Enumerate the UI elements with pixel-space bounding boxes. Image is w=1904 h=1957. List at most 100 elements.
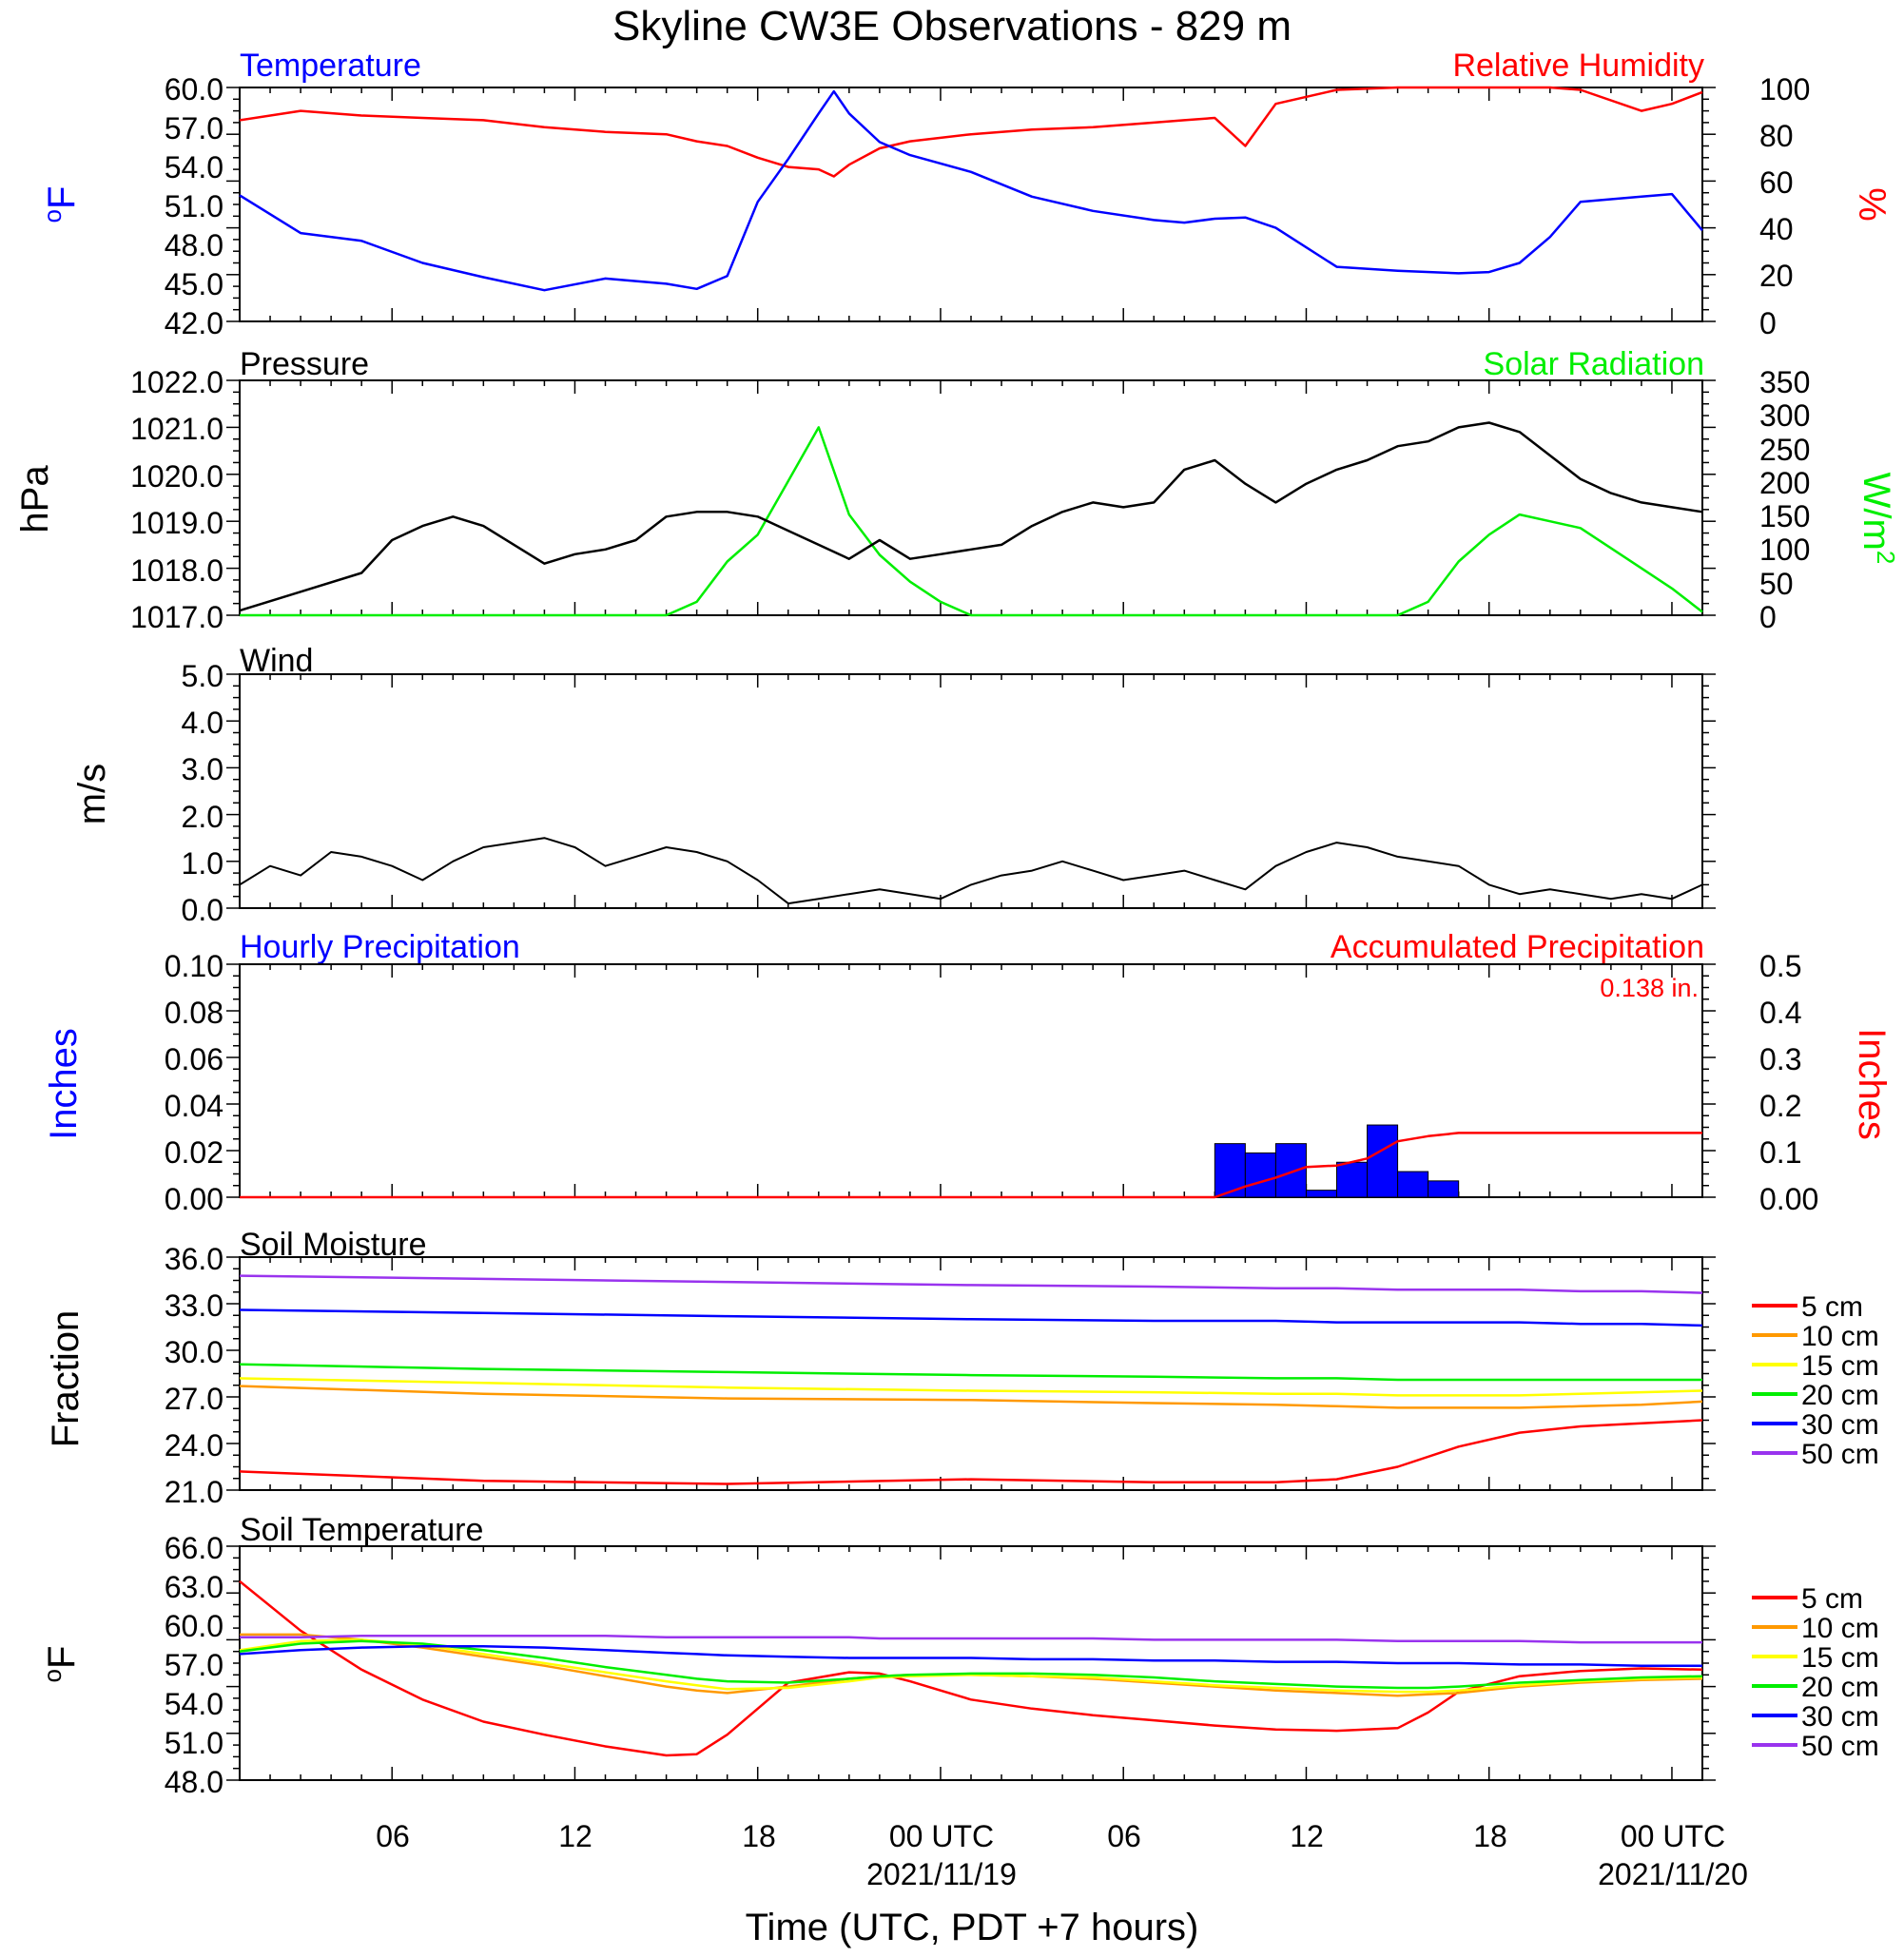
hourly-precip-bar — [1336, 1161, 1369, 1198]
hourly-precip-bar — [1305, 1190, 1338, 1198]
ytick-label: 51.0 — [165, 189, 223, 223]
rh-unit: % — [1851, 187, 1893, 222]
soil-moisture-line — [239, 1377, 1703, 1397]
legend-label: 30 cm — [1801, 1701, 1879, 1733]
rh-ytick-labels: 100 80 60 40 20 0 — [1759, 72, 1810, 340]
ytick-label: 0.10 — [165, 949, 223, 983]
ytick-label: 60.0 — [165, 1609, 223, 1643]
ytick-label: 42.0 — [165, 306, 223, 340]
ytick-label: 1018.0 — [130, 553, 223, 588]
date-label: 2021/11/20 — [1598, 1857, 1748, 1891]
soil-temp-line — [239, 1579, 1703, 1757]
legend-label: 50 cm — [1801, 1439, 1879, 1470]
wind-unit: m/s — [71, 764, 113, 824]
pressure-line — [239, 421, 1703, 612]
legend-label: 15 cm — [1801, 1642, 1879, 1674]
pressure-unit: hPa — [14, 465, 56, 533]
panel-wind: Wind 5.0 4.0 3.0 2.0 1.0 0.0 m/s — [71, 643, 313, 927]
temperature-line — [239, 89, 1703, 292]
ytick-label: 50 — [1759, 567, 1794, 601]
ytick-label: 0.5 — [1759, 949, 1801, 983]
ytick-label: 24.0 — [165, 1428, 223, 1463]
legend-label: 50 cm — [1801, 1731, 1879, 1762]
ytick-label: 1022.0 — [130, 365, 223, 399]
ytick-label: 57.0 — [165, 111, 223, 145]
ytick-label: 48.0 — [165, 228, 223, 262]
ytick-label: 5.0 — [182, 659, 223, 693]
xtick-label: 00 UTC — [889, 1819, 994, 1853]
ytick-label: 54.0 — [165, 150, 223, 184]
accum-precip-line — [240, 1132, 1702, 1199]
ytick-label: 0.04 — [165, 1089, 223, 1123]
ytick-label: 40 — [1759, 212, 1794, 246]
xtick-label: 12 — [558, 1819, 593, 1853]
ytick-label: 0.0 — [182, 893, 223, 927]
ytick-label: 54.0 — [165, 1687, 223, 1721]
soil-temp-line — [239, 1644, 1702, 1667]
rh-title: Relative Humidity — [1452, 48, 1704, 84]
soil-temp-title: Soil Temperature — [240, 1512, 483, 1548]
soil-temp-unit: oF — [38, 1646, 83, 1683]
legend-label: 15 cm — [1801, 1350, 1879, 1382]
soil-temp-legend: 5 cm 10 cm 15 cm 20 cm 30 cm 50 cm — [1752, 1583, 1879, 1762]
date-label: 2021/11/19 — [866, 1857, 1017, 1891]
soil-moisture-line — [239, 1419, 1703, 1485]
ytick-label: 250 — [1759, 433, 1810, 467]
soil-temp-line — [240, 1635, 1702, 1644]
hourly-precip-bar — [1397, 1171, 1429, 1198]
ytick-label: 60.0 — [165, 72, 223, 107]
xtick-label: 12 — [1290, 1819, 1324, 1853]
ytick-label: 63.0 — [165, 1570, 223, 1604]
legend-label: 10 cm — [1801, 1321, 1879, 1352]
ytick-label: 0.1 — [1759, 1135, 1801, 1170]
ytick-label: 1021.0 — [130, 412, 223, 446]
temp-title: Temperature — [240, 48, 421, 84]
temp-ytick-labels: 60.0 57.0 54.0 51.0 48.0 45.0 42.0 — [165, 72, 223, 340]
hourly-precip-bar — [1274, 1143, 1307, 1198]
soil-moisture-ytick-labels: 36.0 33.0 30.0 27.0 24.0 21.0 — [165, 1242, 223, 1509]
panel-soil-temp: Soil Temperature 66.0 63.0 60.0 57.0 54.… — [38, 1512, 1879, 1799]
ytick-label: 0.4 — [1759, 996, 1801, 1030]
ytick-label: 60 — [1759, 165, 1794, 200]
soil-moisture-unit: Fraction — [45, 1310, 87, 1448]
accum-precip-unit: Inches — [1851, 1028, 1893, 1140]
ytick-label: 3.0 — [182, 752, 223, 786]
ytick-label: 1019.0 — [130, 506, 223, 540]
chart-title: Skyline CW3E Observations - 829 m — [612, 3, 1292, 49]
plot-marks — [226, 86, 1716, 1781]
solar-title: Solar Radiation — [1484, 346, 1704, 382]
ytick-label: 0.02 — [165, 1135, 223, 1170]
panel-temp-rh: Temperature Relative Humidity 60.0 57.0 … — [38, 48, 1893, 340]
ytick-label: 30.0 — [165, 1335, 223, 1369]
soil-temp-line — [239, 1638, 1703, 1694]
ytick-label: 0.06 — [165, 1042, 223, 1076]
legend-label: 30 cm — [1801, 1409, 1879, 1441]
legend-label: 5 cm — [1801, 1291, 1863, 1323]
ytick-label: 57.0 — [165, 1648, 223, 1682]
ytick-label: 150 — [1759, 499, 1810, 533]
ytick-label: 20 — [1759, 259, 1794, 293]
hourly-precip-bar — [1367, 1124, 1399, 1198]
wind-speed-line — [239, 837, 1703, 905]
soil-moisture-legend: 5 cm 10 cm 15 cm 20 cm 30 cm 50 cm — [1752, 1291, 1879, 1470]
ytick-label: 0.00 — [165, 1182, 223, 1216]
ytick-label: 100 — [1759, 533, 1810, 567]
legend-label: 5 cm — [1801, 1583, 1863, 1615]
wind-ytick-labels: 5.0 4.0 3.0 2.0 1.0 0.0 — [182, 659, 223, 927]
ytick-label: 45.0 — [165, 267, 223, 301]
panel-pressure-solar: Pressure Solar Radiation 1022.0 1021.0 1… — [14, 346, 1900, 634]
rh-line — [239, 86, 1703, 178]
soil-moisture-line — [239, 1308, 1703, 1327]
ytick-label: 1.0 — [182, 846, 223, 881]
temp-unit: oF — [38, 186, 83, 223]
panel-precip: Hourly Precipitation Accumulated Precipi… — [43, 929, 1893, 1216]
accum-ytick-labels: 0.5 0.4 0.3 0.2 0.1 0.00 — [1759, 949, 1818, 1216]
xtick-label: 06 — [1107, 1819, 1141, 1853]
accum-total-label: 0.138 in. — [1600, 974, 1699, 1002]
ytick-label: 100 — [1759, 72, 1810, 107]
hourly-precip-title: Hourly Precipitation — [240, 929, 520, 965]
x-axis-label: Time (UTC, PDT +7 hours) — [746, 1907, 1199, 1948]
xtick-label: 06 — [376, 1819, 410, 1853]
x-axis: 06 12 18 00 UTC 06 12 18 00 UTC 2021/11/… — [376, 1819, 1748, 1948]
ytick-label: 27.0 — [165, 1382, 223, 1416]
